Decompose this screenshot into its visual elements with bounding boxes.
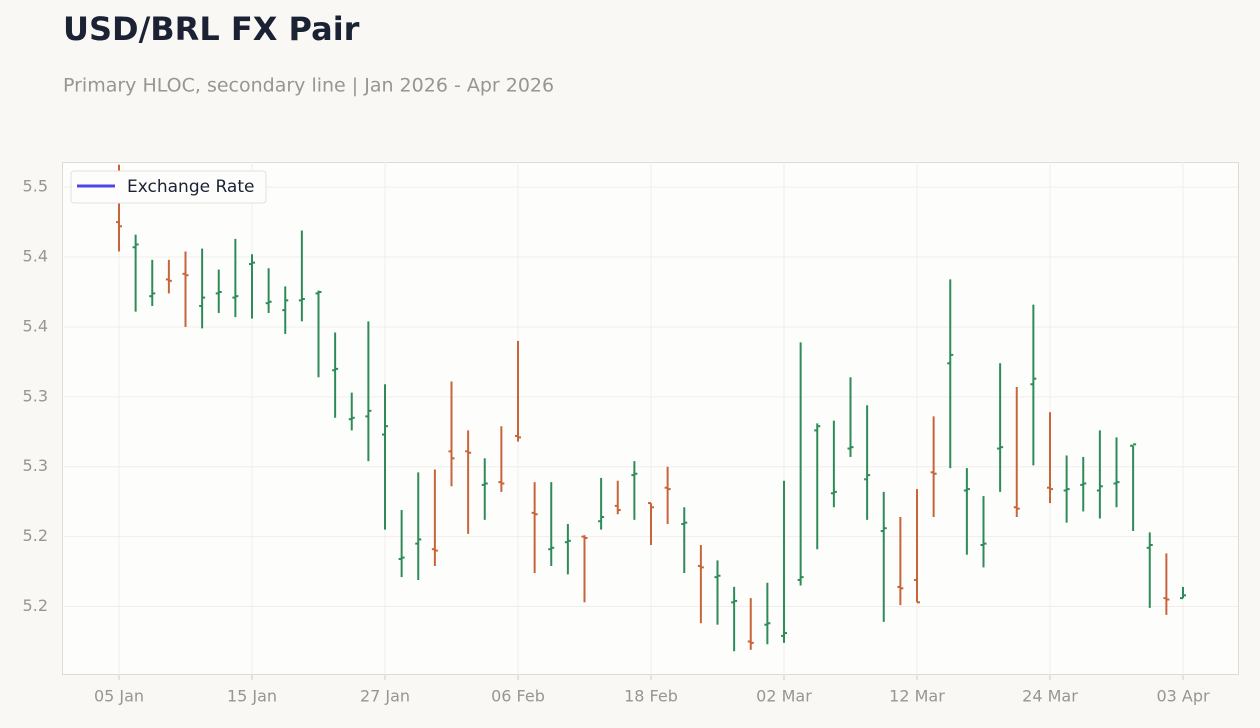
chart-title: USD/BRL FX Pair — [63, 10, 360, 48]
x-tick-label: 05 Jan — [94, 687, 144, 706]
x-tick-label: 02 Mar — [756, 687, 812, 706]
x-tick-label: 06 Feb — [491, 687, 545, 706]
y-tick-label: 5.5 — [23, 177, 48, 196]
x-tick-label: 12 Mar — [889, 687, 945, 706]
x-tick-label: 27 Jan — [360, 687, 410, 706]
y-tick-label: 5.4 — [23, 316, 48, 335]
legend-label: Exchange Rate — [127, 177, 254, 197]
x-tick-label: 24 Mar — [1022, 687, 1078, 706]
y-tick-label: 5.3 — [23, 386, 48, 405]
chart-subtitle: Primary HLOC, secondary line | Jan 2026 … — [63, 75, 554, 97]
y-tick-label: 5.2 — [23, 526, 48, 545]
x-tick-label: 15 Jan — [227, 687, 277, 706]
y-tick-label: 5.3 — [23, 456, 48, 475]
y-tick-label: 5.4 — [23, 247, 48, 266]
legend-box — [70, 170, 267, 204]
x-tick-label: 03 Apr — [1156, 687, 1210, 706]
x-tick-label: 18 Feb — [624, 687, 678, 706]
y-tick-label: 5.2 — [23, 596, 48, 615]
